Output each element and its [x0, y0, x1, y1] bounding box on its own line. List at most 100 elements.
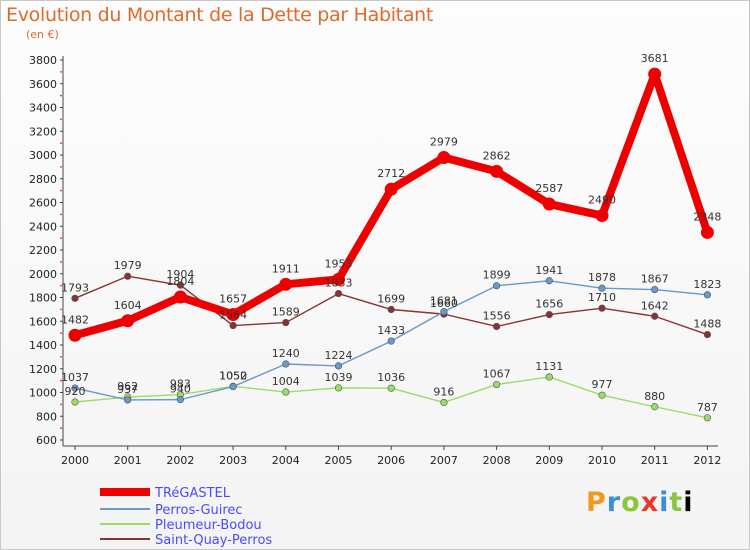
data-label: 1642	[641, 299, 669, 312]
legend-label: Saint-Quay-Perros	[155, 533, 272, 548]
y-minor-tick	[60, 308, 62, 311]
y-minor-tick	[60, 403, 62, 406]
data-label: 937	[117, 383, 138, 396]
x-tick-label: 2003	[219, 454, 247, 467]
data-point	[282, 388, 290, 396]
data-label: 1604	[114, 299, 142, 312]
data-label: 1941	[535, 264, 563, 277]
data-label: 1067	[483, 368, 511, 381]
data-labels: 1793 1979 1904 1564 1589 1833 1699 1660 1556 1656…	[61, 52, 721, 414]
x-tick-label: 2006	[377, 454, 405, 467]
data-point	[440, 398, 448, 407]
legend: TRéGASTEL Perros-GuirecPleumeur-BodouSain…	[100, 486, 272, 548]
data-label: 2587	[535, 182, 563, 195]
data-label: 2712	[377, 167, 405, 180]
data-point	[282, 318, 290, 327]
y-minor-tick	[60, 213, 62, 216]
data-point	[387, 305, 395, 314]
data-point	[542, 197, 556, 211]
data-point	[68, 328, 82, 342]
legend-label: Perros-Guirec	[155, 503, 243, 518]
data-point	[334, 362, 343, 370]
data-label: 1131	[535, 360, 563, 373]
data-label: 916	[433, 385, 454, 398]
data-label: 1833	[325, 277, 353, 290]
x-tick-label: 2012	[693, 454, 721, 467]
y-minor-tick	[60, 237, 62, 240]
data-label: 1433	[377, 324, 405, 337]
data-label: 1681	[430, 295, 458, 308]
y-tick-label: 3000	[29, 149, 57, 162]
data-label: 1804	[166, 275, 194, 288]
data-point	[703, 414, 712, 422]
data-point	[440, 308, 448, 316]
data-label: 1867	[641, 273, 669, 286]
y-minor-tick	[60, 427, 62, 430]
y-tick-label: 1800	[29, 292, 57, 305]
data-point	[490, 164, 504, 178]
data-point	[384, 182, 398, 196]
data-point	[545, 277, 553, 285]
chart-unit: (en €)	[26, 28, 59, 41]
y-minor-tick	[60, 70, 62, 73]
data-point	[493, 380, 501, 389]
x-tick-label: 2000	[61, 454, 89, 467]
y-tick-label: 1000	[29, 387, 57, 400]
axes: 600 800 1000 1200 1400 1600 1800 2000 2200 2400 26…	[29, 54, 721, 467]
data-point	[121, 314, 135, 328]
data-point	[71, 398, 79, 406]
data-label: 1564	[219, 309, 247, 322]
data-point	[595, 209, 609, 223]
y-minor-tick	[60, 165, 62, 168]
data-label: 2979	[430, 135, 458, 148]
data-point	[176, 396, 184, 404]
data-label: 1710	[588, 291, 616, 304]
proxiti-logo: Proxiti	[586, 487, 694, 518]
data-label: 1052	[219, 369, 247, 382]
data-point	[71, 384, 79, 392]
data-point	[282, 360, 290, 368]
data-label: 1036	[377, 371, 405, 384]
data-point	[545, 311, 553, 319]
data-label: 1699	[377, 292, 405, 305]
y-minor-tick	[60, 260, 62, 263]
data-point	[598, 304, 606, 312]
data-point	[651, 285, 659, 294]
x-tick-label: 2007	[430, 454, 458, 467]
data-label: 1240	[272, 347, 300, 360]
data-label: 1657	[219, 292, 247, 305]
y-minor-tick	[60, 94, 62, 97]
data-point	[651, 312, 659, 320]
y-tick-label: 3600	[29, 78, 57, 91]
x-tick-label: 2005	[325, 454, 353, 467]
data-label: 1979	[114, 259, 142, 272]
y-tick-label: 2600	[29, 197, 57, 210]
data-label: 1037	[61, 371, 89, 384]
data-label: 1039	[325, 371, 353, 384]
data-point	[229, 382, 237, 391]
data-label: 1793	[61, 281, 89, 294]
data-label: 1878	[588, 271, 616, 284]
data-label: 880	[644, 390, 665, 403]
data-label: 1004	[272, 375, 300, 388]
data-point	[598, 284, 606, 292]
y-minor-tick	[60, 284, 62, 287]
y-minor-tick	[60, 142, 62, 145]
data-point	[648, 67, 662, 81]
y-minor-tick	[60, 332, 62, 335]
data-point	[545, 373, 553, 381]
data-label: 983	[170, 378, 191, 391]
y-tick-label: 600	[36, 434, 57, 447]
series-layer	[68, 67, 714, 422]
data-point	[334, 289, 343, 298]
y-tick-label: 800	[36, 410, 57, 423]
y-tick-label: 1400	[29, 339, 57, 352]
data-point	[493, 322, 501, 331]
x-tick-label: 2002	[166, 454, 194, 467]
data-label: 1660	[430, 297, 458, 310]
data-label: 920	[65, 385, 86, 398]
data-point	[226, 307, 240, 321]
y-tick-label: 2800	[29, 173, 57, 186]
data-point	[703, 330, 712, 339]
